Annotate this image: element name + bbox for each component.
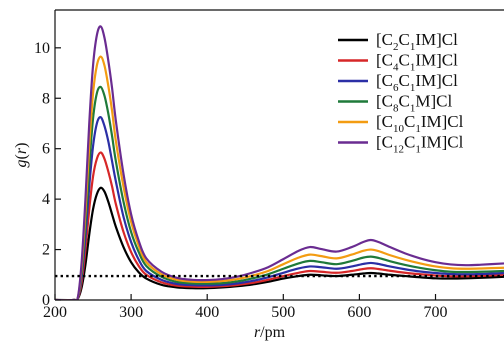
- x-tick-label: 300: [119, 304, 143, 321]
- legend-label-6: [C12C1IM]Cl: [376, 133, 464, 156]
- x-tick-label: 500: [271, 304, 295, 321]
- legend-label-4: [C8C1M]Cl: [376, 92, 452, 115]
- y-tick-label: 0: [42, 292, 50, 309]
- x-tick-label: 700: [424, 304, 448, 321]
- legend-label-5: [C10C1IM]Cl: [376, 112, 464, 135]
- axes-layer: [54, 9, 504, 301]
- series-line-3: [55, 116, 504, 300]
- x-axis-label: r/pm: [254, 324, 286, 341]
- y-axis-label: g(r): [13, 143, 30, 168]
- ticks-layer: 200 300 400 500 600 700 0 2 4 6 8 10: [34, 40, 448, 321]
- series-line-1: [55, 186, 504, 300]
- series-line-4: [55, 85, 504, 300]
- legend-label-2: [C4C1IM]Cl: [376, 51, 458, 74]
- y-tick-label: 10: [34, 40, 50, 57]
- y-tick-label: 8: [42, 90, 50, 107]
- series-line-6: [55, 25, 504, 300]
- series-line-5: [55, 55, 504, 300]
- x-tick-label: 200: [43, 304, 67, 321]
- y-tick-label: 4: [42, 191, 50, 208]
- y-tick-label: 2: [42, 242, 50, 259]
- x-tick-label: 600: [347, 304, 371, 321]
- x-tick-label: 400: [195, 304, 219, 321]
- legend: [C2C1IM]Cl[C4C1IM]Cl[C6C1IM]Cl[C8C1M]Cl[…: [338, 30, 464, 156]
- legend-label-1: [C2C1IM]Cl: [376, 30, 458, 53]
- y-tick-label: 6: [42, 141, 50, 158]
- axis-labels-layer: r/pm g(r): [13, 143, 286, 341]
- legend-label-3: [C6C1IM]Cl: [376, 71, 458, 94]
- series-line-2: [55, 151, 504, 300]
